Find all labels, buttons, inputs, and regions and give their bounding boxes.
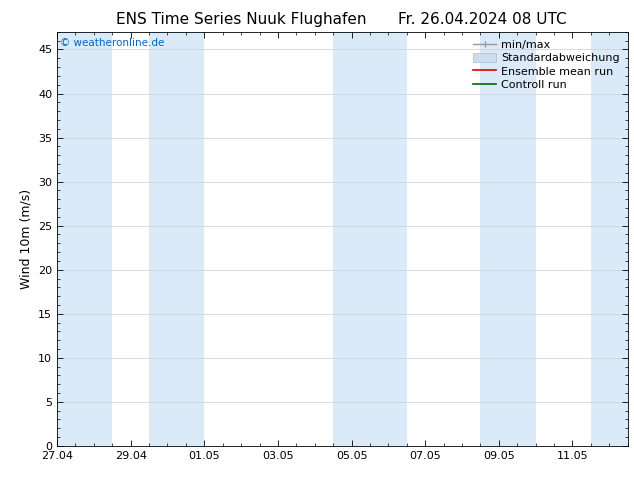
Bar [333,32,407,446]
Bar [57,32,112,446]
Bar [149,32,204,446]
Text: Fr. 26.04.2024 08 UTC: Fr. 26.04.2024 08 UTC [398,12,566,27]
Bar [591,32,628,446]
Bar [481,32,536,446]
Y-axis label: Wind 10m (m/s): Wind 10m (m/s) [20,189,32,289]
Text: ENS Time Series Nuuk Flughafen: ENS Time Series Nuuk Flughafen [115,12,366,27]
Legend: min/max, Standardabweichung, Ensemble mean run, Controll run: min/max, Standardabweichung, Ensemble me… [471,37,622,92]
Text: © weatheronline.de: © weatheronline.de [60,38,164,48]
